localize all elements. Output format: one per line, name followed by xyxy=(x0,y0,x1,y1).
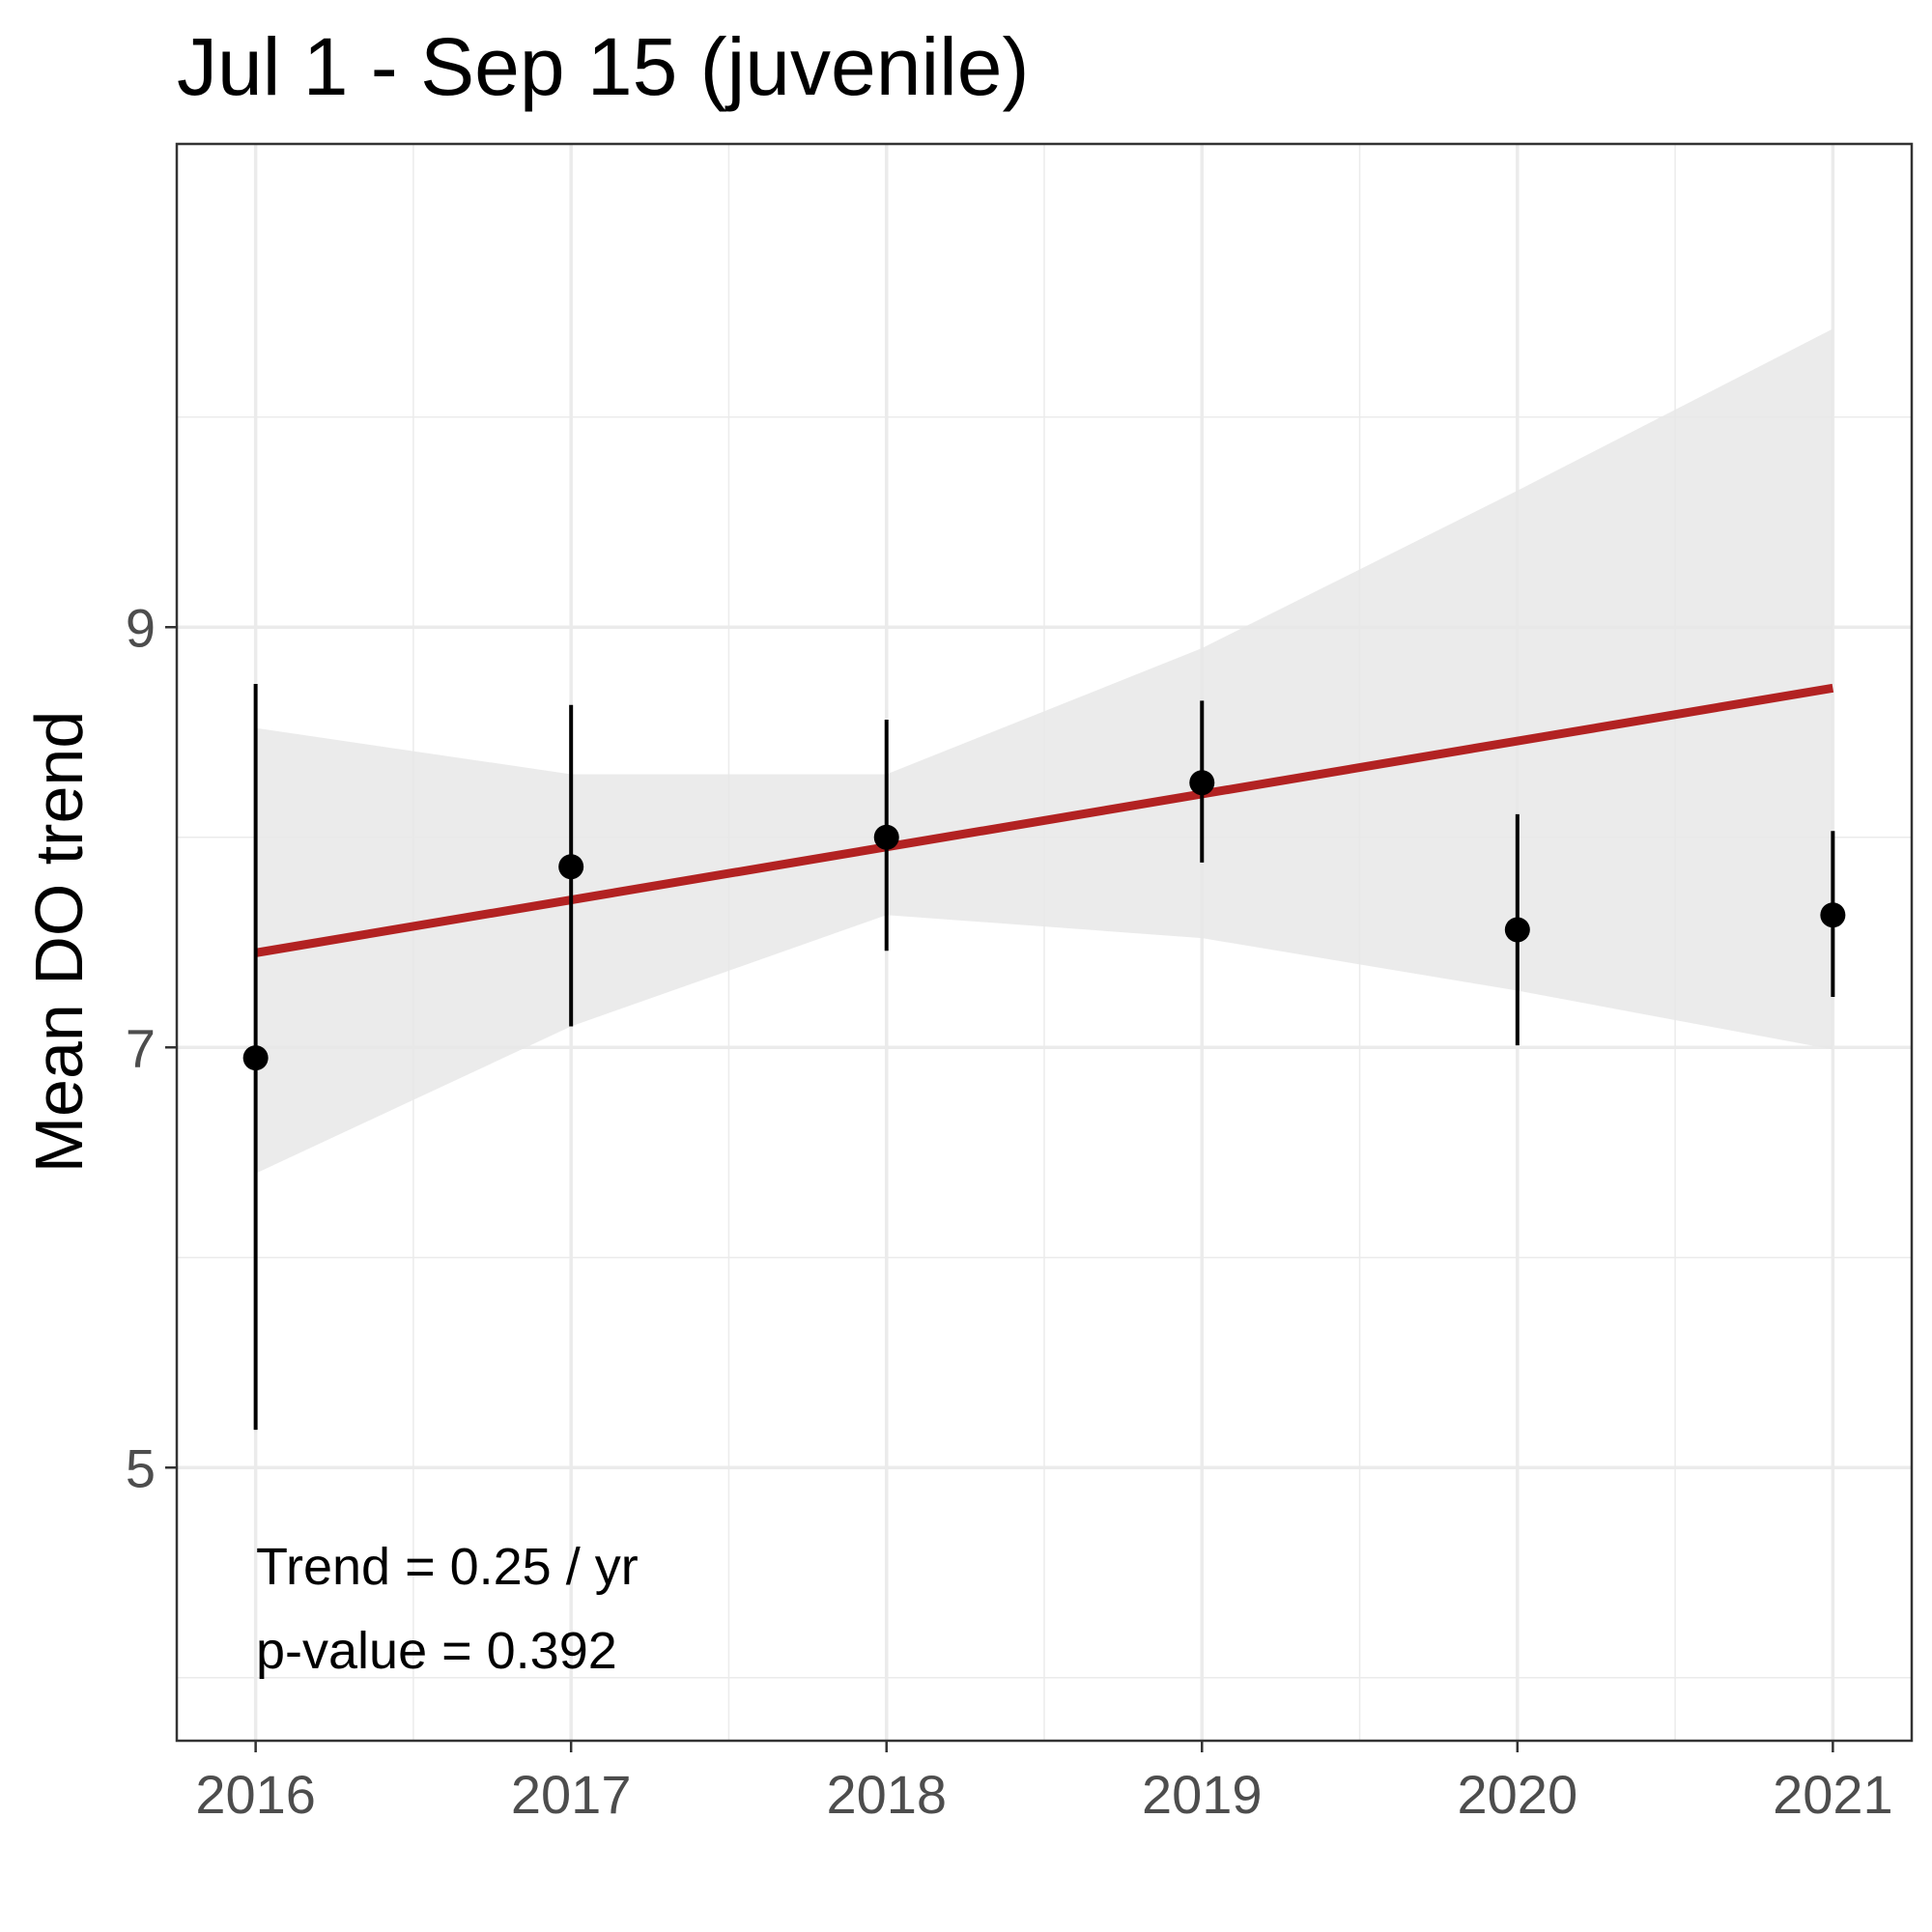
trend-line-layer xyxy=(254,683,1834,957)
data-point xyxy=(1820,902,1846,928)
data-point xyxy=(1189,770,1215,796)
y-tick-label: 5 xyxy=(126,1437,156,1498)
data-point xyxy=(242,1045,269,1071)
x-tick-label: 2017 xyxy=(511,1764,632,1825)
trend-line xyxy=(254,683,1834,957)
y-axis-title: Mean DO trend xyxy=(21,711,97,1174)
chart-title: Jul 1 - Sep 15 (juvenile) xyxy=(177,21,1029,112)
data-point xyxy=(873,824,899,850)
confidence-band-layer xyxy=(255,328,1833,1174)
x-tick-label: 2020 xyxy=(1458,1764,1578,1825)
y-tick-label: 9 xyxy=(126,597,156,658)
y-tick-label: 7 xyxy=(126,1017,156,1078)
axis-layer: 5 7 9 2016 2017 2018 2019 2020 2021 xyxy=(126,597,1893,1825)
data-point xyxy=(1504,917,1530,943)
points-layer xyxy=(242,683,1846,1431)
confidence-band xyxy=(255,328,1833,1174)
p-value-annotation: p-value = 0.392 xyxy=(256,1622,617,1680)
x-tick-label: 2018 xyxy=(826,1764,947,1825)
x-tick-label: 2016 xyxy=(195,1764,316,1825)
trend-annotation: Trend = 0.25 / yr xyxy=(256,1538,639,1596)
x-tick-label: 2019 xyxy=(1142,1764,1263,1825)
panel-border xyxy=(175,142,1914,1743)
x-tick-label: 2021 xyxy=(1773,1764,1893,1825)
data-point xyxy=(558,854,584,880)
